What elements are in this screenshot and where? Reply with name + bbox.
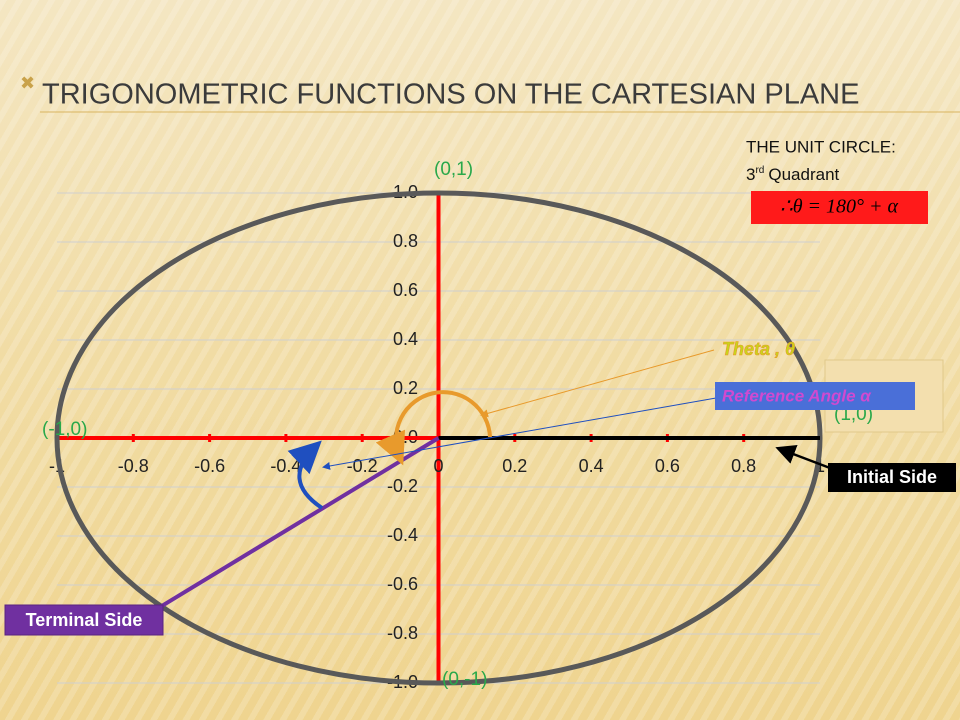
y-tick-label: 0.2 (393, 378, 418, 398)
formula: ∴θ = 180° + α (780, 196, 899, 218)
plot-area: 1.00.80.60.40.20.0-0.2-0.4-0.6-0.8-1.0-1… (49, 182, 825, 692)
terminal-box (4, 604, 164, 636)
y-tick-label: 0.4 (393, 329, 418, 349)
x-tick-label: -0.2 (347, 456, 378, 476)
initial-label: Initial Side (847, 467, 937, 487)
bullet: ✖ (20, 73, 35, 93)
x-tick-label: 0 (433, 456, 443, 476)
quadrant-suffix: rd (755, 165, 764, 176)
reference-box (715, 382, 915, 410)
point-label: (0,-1) (442, 669, 487, 690)
x-tick-label: 0.2 (502, 456, 527, 476)
point-label: (0,1) (434, 159, 473, 180)
initial-box (828, 463, 956, 492)
quadrant-word: Quadrant (768, 165, 839, 184)
x-tick-label: -0.4 (270, 456, 301, 476)
formula-box (751, 191, 928, 224)
x-tick-label: 0.8 (731, 456, 756, 476)
y-tick-label: 0.6 (393, 280, 418, 300)
panel-heading: THE UNIT CIRCLE: (746, 137, 896, 156)
y-tick-label: -0.6 (387, 574, 418, 594)
theta-arc (375, 390, 492, 466)
y-tick-label: -0.2 (387, 476, 418, 496)
panel-quadrant: 3rd Quadrant (746, 165, 840, 185)
y-tick-label: 0.8 (393, 231, 418, 251)
y-tick-label: -0.8 (387, 623, 418, 643)
x-tick-label: -0.8 (118, 456, 149, 476)
x-tick-label: 0.4 (579, 456, 604, 476)
point-label: (-1,0) (42, 419, 87, 440)
quadrant-number: 3 (746, 165, 755, 184)
slide-title: TRIGONOMETRIC FUNCTIONS ON THE CARTESIAN… (42, 79, 859, 111)
x-tick-label: -0.6 (194, 456, 225, 476)
theta-pointer (480, 349, 715, 418)
initial-pointer (775, 444, 831, 470)
reference-label: Reference Angle α (722, 386, 872, 405)
terminal-label: Terminal Side (26, 610, 143, 630)
reference-pointer (322, 397, 717, 470)
reference-arc (287, 440, 324, 510)
theta-label: Theta , θ (722, 339, 795, 359)
side-line (158, 436, 440, 609)
x-tick-label: 0.6 (655, 456, 680, 476)
y-tick-label: -0.4 (387, 525, 418, 545)
